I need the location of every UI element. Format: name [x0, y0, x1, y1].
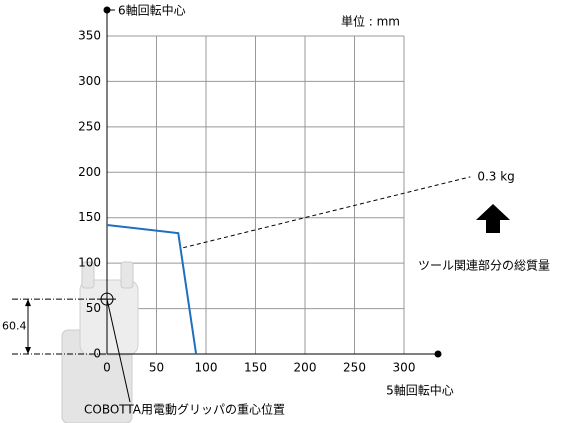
x-tick-label: 50	[149, 361, 164, 375]
unit-note: 単位 : mm	[341, 14, 400, 29]
y-tick-label: 150	[78, 210, 101, 224]
y-tick-label: 200	[78, 165, 101, 179]
cog-label: COBOTTA用電動グリッパの重心位置	[84, 402, 285, 417]
series-line	[106, 223, 198, 355]
dim-label: 60.4	[2, 320, 27, 333]
series-label: 0.3 kg	[477, 169, 514, 183]
gripper-head	[79, 279, 139, 356]
y-tick-label: 100	[78, 256, 101, 270]
dim-arrow	[25, 299, 31, 307]
y-tick-label: 250	[78, 119, 101, 133]
x-axis-title: 5軸回転中心	[386, 383, 454, 398]
x-tick-label: 150	[244, 361, 267, 375]
x-tick-label: 300	[393, 361, 416, 375]
series-line	[183, 176, 471, 249]
dim-arrow	[25, 347, 31, 354]
up-arrow	[476, 204, 510, 233]
x-tick-label: 0	[103, 361, 111, 375]
x-tick-label: 200	[294, 361, 317, 375]
y-tick-label: 300	[78, 74, 101, 88]
x-tick-label: 250	[343, 361, 366, 375]
cog-leader	[106, 299, 131, 403]
grid-layer	[106, 35, 405, 355]
x-tick-label: 100	[195, 361, 218, 375]
y-tick-label: 350	[78, 29, 101, 43]
gripper-drawing	[61, 261, 139, 423]
top-layer: 6軸回転中心 単位 : mm ツール関連部分の総質量 5軸回転中心 COBOTT…	[2, 3, 550, 417]
y-axis-title: 6軸回転中心	[118, 3, 186, 18]
side-note: ツール関連部分の総質量	[418, 258, 550, 273]
y-tick-label: 50	[86, 301, 101, 315]
gripper-finger	[81, 261, 95, 289]
gripper-finger	[120, 261, 134, 289]
